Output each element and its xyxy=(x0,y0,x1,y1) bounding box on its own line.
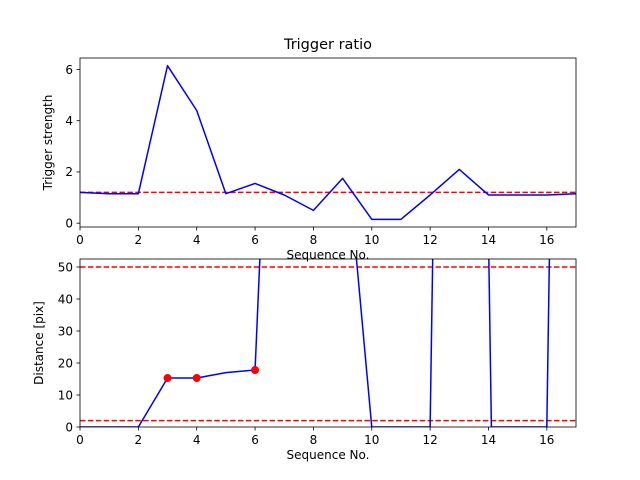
chart-distance: 0 2 4 6 8 10 12 14 16 0 10 20 30 40 50 Sequence No. Dist… xyxy=(32,258,577,462)
x-tick-label: 2 xyxy=(135,233,143,247)
x-tick-label: 16 xyxy=(539,233,554,247)
axes-frame xyxy=(79,258,577,428)
x-tick-label: 8 xyxy=(310,433,318,447)
x-tick-label: 6 xyxy=(251,433,259,447)
y-axis-label: Trigger strength xyxy=(41,95,55,192)
y-tick-label: 50 xyxy=(58,260,73,274)
x-tick-label: 6 xyxy=(251,233,259,247)
x-axis-label: Sequence No. xyxy=(287,248,370,262)
x-tick-label: 2 xyxy=(135,433,143,447)
y-tick-label: 0 xyxy=(65,216,73,230)
y-tick-label: 20 xyxy=(58,356,73,370)
y-tick-label: 6 xyxy=(65,63,73,77)
y-tick-label: 40 xyxy=(58,292,73,306)
plot-data-layer xyxy=(80,64,576,221)
x-tick-label: 10 xyxy=(364,433,379,447)
x-tick-label: 12 xyxy=(422,433,437,447)
x-tick-label: 12 xyxy=(422,233,437,247)
series-line-0 xyxy=(80,64,576,221)
data-point-marker xyxy=(163,374,172,383)
y-tick-label: 0 xyxy=(65,420,73,434)
x-tick-label: 16 xyxy=(539,433,554,447)
x-tick-label: 8 xyxy=(310,233,318,247)
data-point-marker xyxy=(251,366,260,375)
y-tick-label: 10 xyxy=(58,388,73,402)
x-tick-label: 0 xyxy=(76,433,84,447)
x-tick-label: 4 xyxy=(193,233,201,247)
series-line-0 xyxy=(80,259,551,427)
plot-data-layer xyxy=(80,259,576,427)
chart-title: Trigger ratio xyxy=(283,37,372,53)
chart-trigger-ratio: 0 2 4 6 8 10 12 14 16 0 2 4 6 Sequence No. Trigger str… xyxy=(41,37,577,262)
y-tick-label: 2 xyxy=(65,165,73,179)
y-axis-label: Distance [pix] xyxy=(32,301,46,385)
x-tick-label: 0 xyxy=(76,233,84,247)
x-tick-label: 14 xyxy=(481,433,496,447)
y-tick-label: 30 xyxy=(58,324,73,338)
data-point-marker xyxy=(192,374,201,383)
x-axis-label: Sequence No. xyxy=(287,448,370,462)
axes-frame xyxy=(79,57,577,228)
x-tick-label: 10 xyxy=(364,233,379,247)
x-tick-label: 4 xyxy=(193,433,201,447)
y-tick-label: 4 xyxy=(65,114,73,128)
x-tick-label: 14 xyxy=(481,233,496,247)
